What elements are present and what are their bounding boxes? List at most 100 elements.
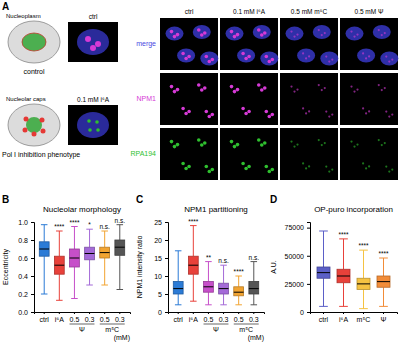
tick-label: 0.3 [249,316,259,323]
tick-label: ctrl [319,316,329,323]
nucleolus-signal [197,138,201,142]
nucleolus-signal [247,55,251,59]
nucleolus-signal [173,35,177,39]
nucleus [357,48,375,62]
nucleolus-signal [353,91,355,93]
nucleolus-signal [302,52,304,54]
nucleolus-signal [328,115,330,117]
significance-label: n.s. [249,254,260,261]
nucleus [193,25,211,39]
nucleolus-signal [257,138,261,142]
significance-label: **** [69,219,80,226]
nucleolus-signal [328,170,330,172]
nucleolus-signal [365,167,367,169]
nucleus [226,27,244,41]
nucleolus-signal [353,36,355,38]
whisker-cap [359,308,368,309]
whisker [383,287,384,306]
nucleolus-signal [305,112,307,114]
nucleolus-signal [325,110,327,112]
box-chart: DOP-puro incorporationA.U.02500050000750… [270,194,398,323]
whisker-cap [339,306,348,307]
tick: m⁵C [357,312,371,323]
nucleolus-signal [263,31,267,35]
nucleolus-signal [211,168,215,172]
nucleolus-signal [362,52,364,54]
nucleolus-signal [236,88,240,92]
whisker-cap [190,301,197,302]
nucleolus-signal [187,165,191,169]
nucleolus-signal [368,165,370,167]
whisker [119,225,120,240]
tick-mark [31,240,34,241]
nucleolus-signal [385,55,387,57]
nucleolus-signal [384,142,386,144]
tick: 0 [158,309,168,316]
nucleolus-signal [378,139,380,141]
tick-mark [165,222,168,223]
nucleolus-signal [368,110,370,112]
nucleolar-cap [40,118,45,123]
figure: ANucleoplasmcontrolctrlNucleolar capsPol… [0,0,400,358]
row-label: NPM1 [137,95,157,102]
nucleolus-signal [324,142,326,144]
chart-title: OP-puro incorporation [314,205,393,214]
whisker [89,260,90,285]
nucleolus-signal [230,30,234,34]
whisker-cap [101,285,108,286]
group-bracket [70,324,95,325]
nucleolus-signal [200,33,204,37]
median [219,288,229,289]
whisker-cap [56,231,63,232]
significance-label: n.s. [115,217,126,224]
image-background [340,73,398,125]
annotation: Nucleolar caps [6,96,46,102]
whisker-cap [117,289,124,290]
significance-label: n.s. [218,257,229,264]
tick-mark [208,312,209,314]
box [70,227,80,299]
nucleus [177,48,195,62]
whisker [44,256,45,294]
whisker [253,294,254,305]
box-body [100,247,110,258]
nucleus [313,25,331,39]
nucleolus-signal [305,167,307,169]
box-body [317,267,330,278]
nucleolus-signal [260,33,264,37]
whisker [104,231,105,247]
annotation: Nucleoplasm [6,13,41,19]
tick-mark [193,312,194,314]
micrograph [340,18,398,70]
nucleolus-signal [197,28,201,32]
tick: 0 [300,309,310,316]
nucleolus-signal [181,52,185,56]
nucleus [260,52,278,66]
nucleolus-signal [381,89,383,91]
image-background [280,128,338,180]
nucleus [77,112,109,138]
tick: 0.4 [18,273,34,280]
group-label: m⁵C [239,326,253,333]
tick: 0.3 [85,312,95,323]
tick: 25 [154,219,168,226]
nucleolus-signal [208,115,212,119]
whisker [178,294,179,305]
nucleolus-signal [230,140,234,144]
whisker-cap [101,231,108,232]
nucleolus-signal [247,165,251,169]
whisker [223,265,224,283]
whisker [178,251,179,282]
nucleolus-signal [293,91,295,93]
box [249,262,259,305]
boxes [173,226,258,305]
box [188,226,198,302]
box [234,276,244,305]
nucleolus-signal [265,165,269,169]
image-background [280,73,338,125]
nucleolus-signal [302,107,304,109]
tick: i⁶A [339,312,348,323]
nucleolus-signal [211,113,215,117]
tick-label: 0.3 [115,316,125,323]
nucleolus-signal [271,168,275,172]
